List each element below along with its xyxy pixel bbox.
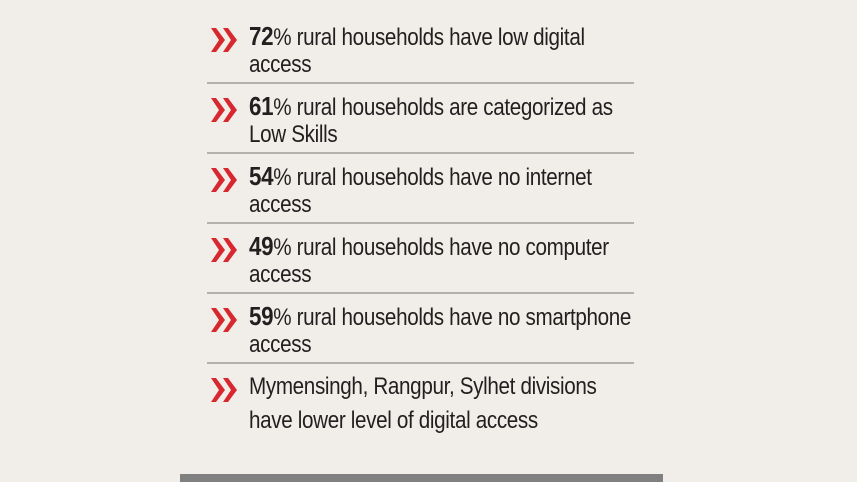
item-text: 72% rural households have low digital ac… (249, 21, 632, 79)
item-description: % rural households have no smartphone ac… (249, 304, 632, 358)
item-text: Mymensingh, Rangpur, Sylhet divisions ha… (249, 370, 632, 438)
bottom-divider-bar (180, 474, 663, 482)
item-number: 49 (249, 231, 274, 261)
double-chevron-right-icon (211, 28, 237, 52)
item-text: 54% rural households have no internet ac… (249, 161, 632, 219)
item-description: % rural households have low digital acce… (249, 24, 585, 78)
double-chevron-right-icon (211, 238, 237, 262)
list-item: 61% rural households are categorized as … (207, 84, 634, 154)
item-number: 61 (249, 91, 274, 121)
list-item: Mymensingh, Rangpur, Sylhet divisions ha… (207, 364, 634, 444)
double-chevron-right-icon (211, 168, 237, 192)
double-chevron-right-icon (211, 98, 237, 122)
item-text: 61% rural households are categorized as … (249, 91, 632, 149)
item-number: 54 (249, 161, 274, 191)
item-text: 49% rural households have no computer ac… (249, 231, 632, 289)
double-chevron-right-icon (211, 378, 237, 402)
list-item: 72% rural households have low digital ac… (207, 14, 634, 84)
item-number: 72 (249, 21, 274, 51)
item-description: % rural households are categorized as Lo… (249, 94, 613, 148)
item-text: 59% rural households have no smartphone … (249, 301, 632, 359)
item-number: 59 (249, 301, 274, 331)
double-chevron-right-icon (211, 308, 237, 332)
facts-list: 72% rural households have low digital ac… (207, 14, 634, 444)
list-item: 54% rural households have no internet ac… (207, 154, 634, 224)
item-description: Mymensingh, Rangpur, Sylhet divisions ha… (249, 373, 597, 434)
list-item: 49% rural households have no computer ac… (207, 224, 634, 294)
item-description: % rural households have no computer acce… (249, 234, 609, 288)
list-item: 59% rural households have no smartphone … (207, 294, 634, 364)
item-description: % rural households have no internet acce… (249, 164, 592, 218)
